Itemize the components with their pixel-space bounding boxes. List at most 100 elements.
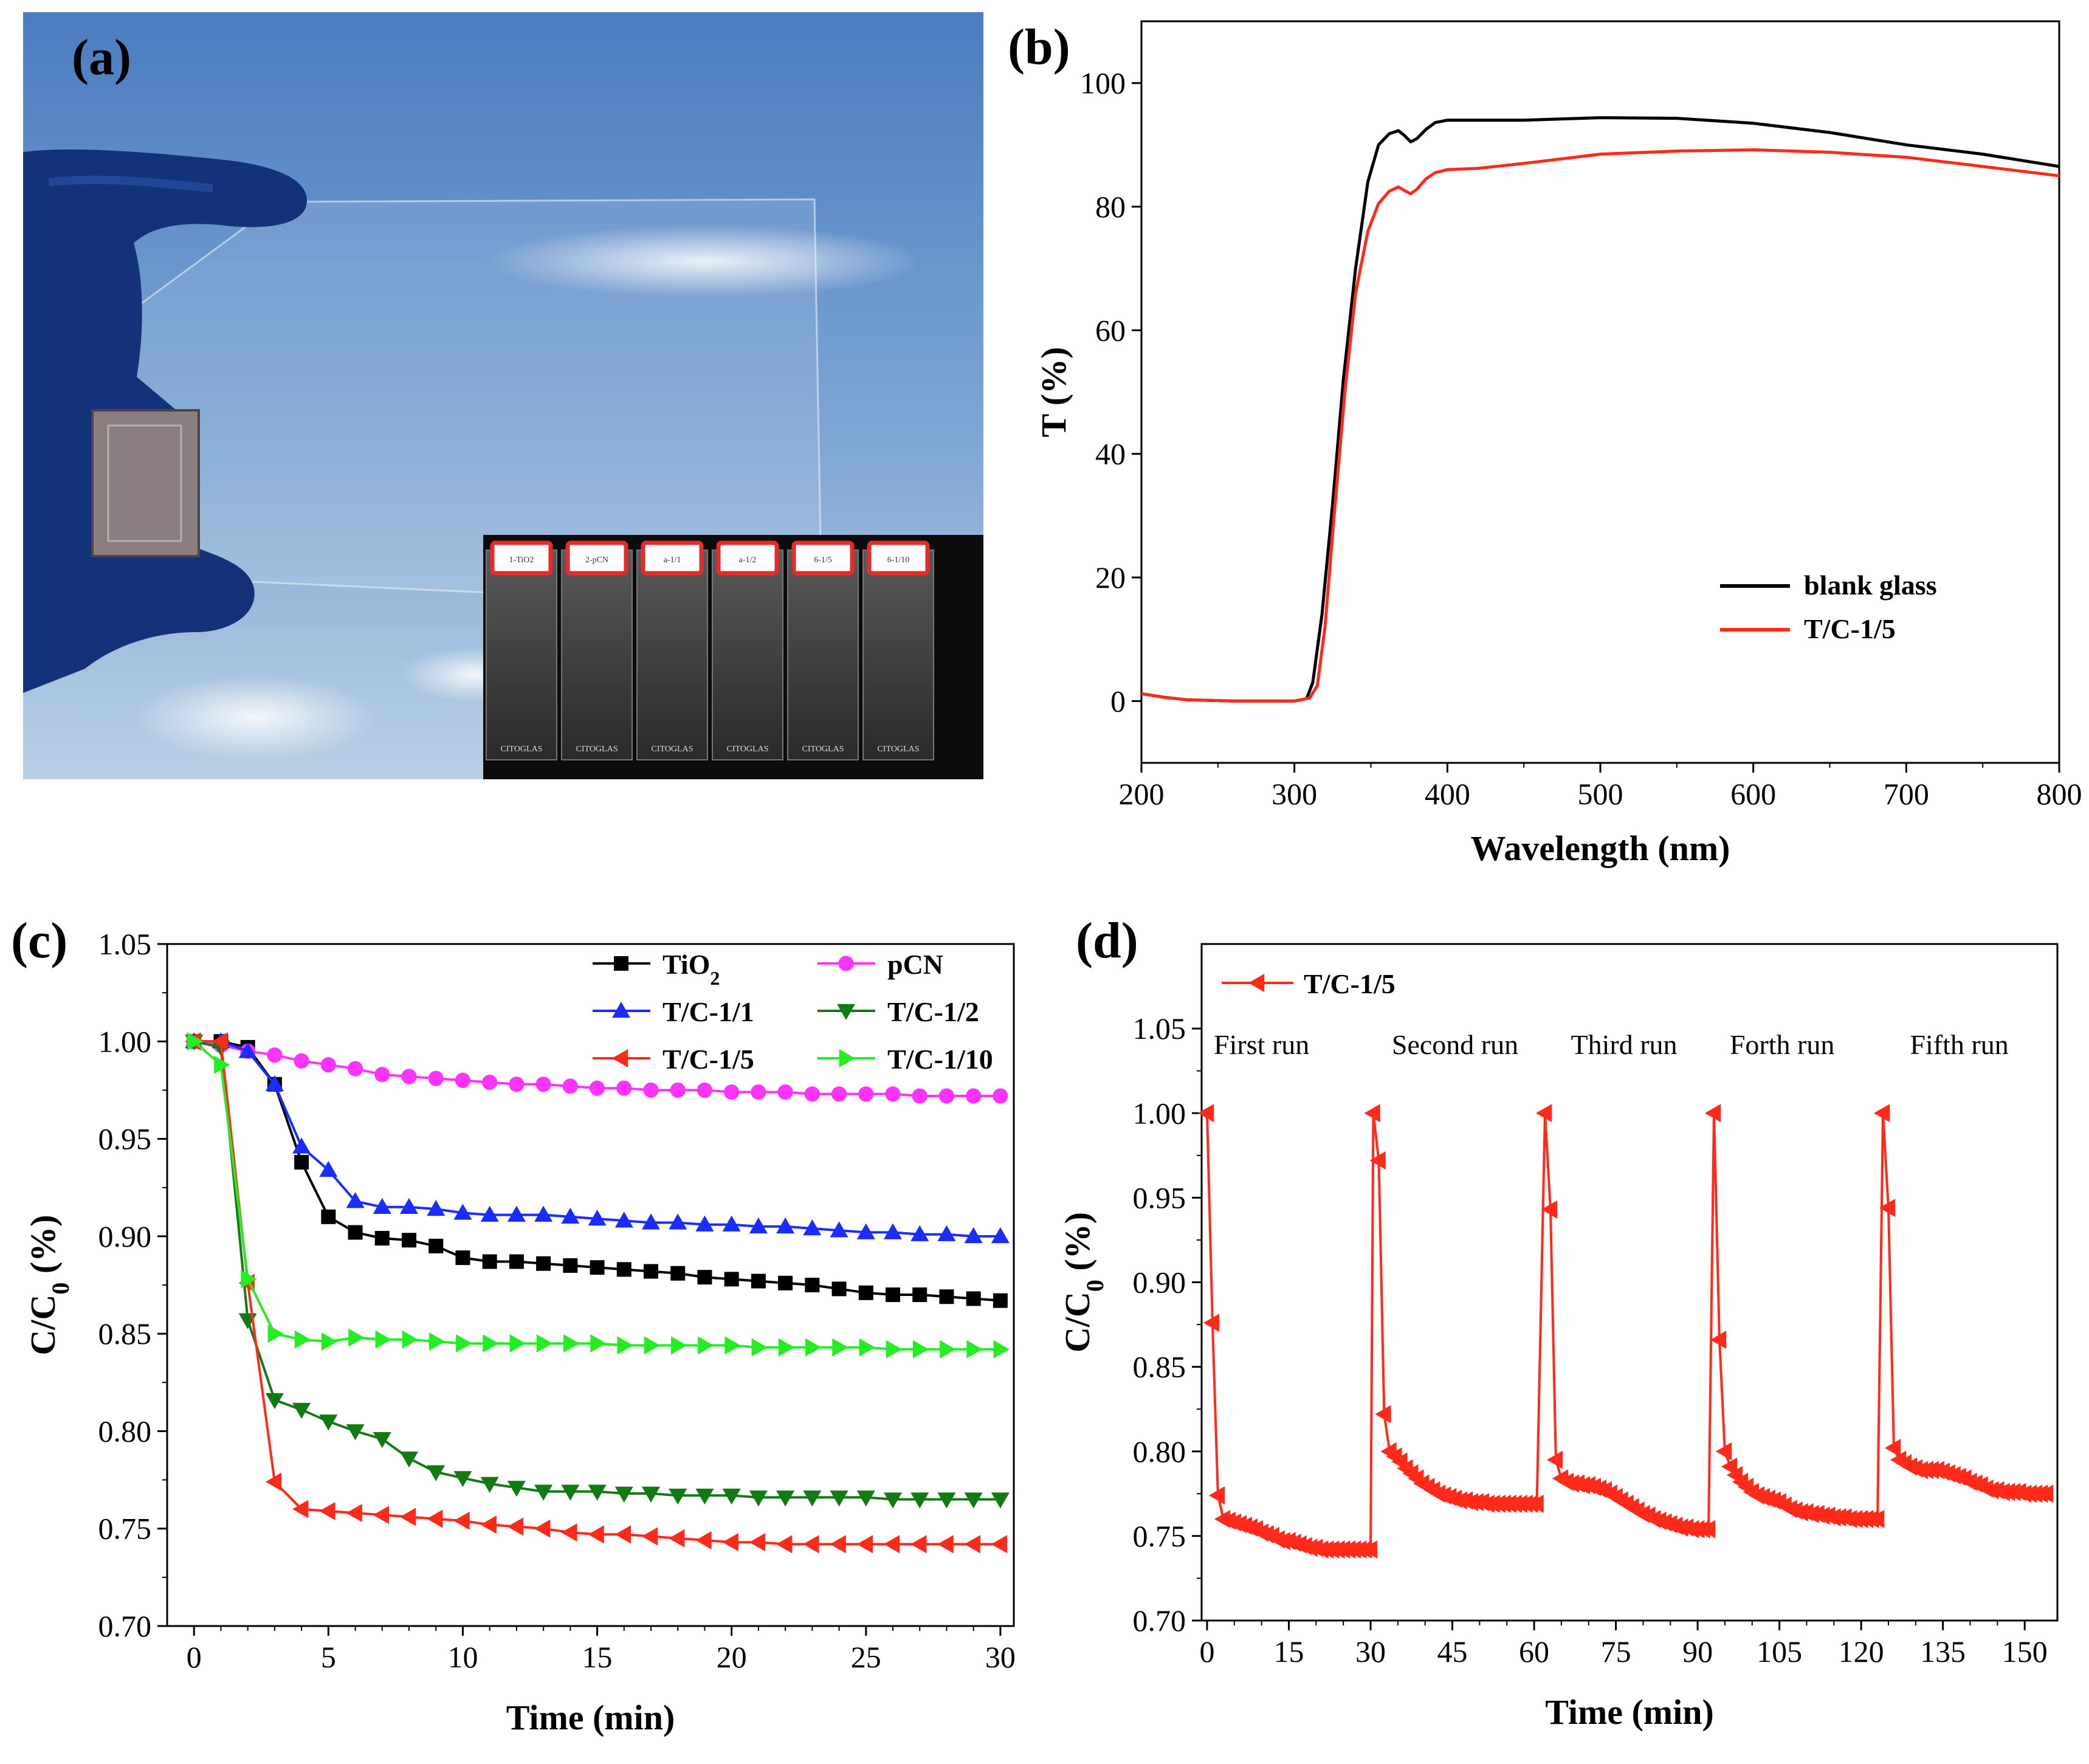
data-point-t-c-1-5 <box>642 1527 658 1546</box>
y-tick-label: 60 <box>1095 313 1126 347</box>
data-point-t-c-1-5 <box>427 1509 443 1528</box>
data-point <box>1527 1495 1544 1514</box>
inset-slide-label: a-1/2 <box>739 556 757 565</box>
data-point-t-c-1-1 <box>776 1217 795 1234</box>
legend-label-sub: 2 <box>710 967 720 989</box>
data-point-t-c-1-2 <box>991 1492 1010 1509</box>
panel-label-a: (a) <box>72 29 131 86</box>
inset-slide-label-box <box>716 540 779 576</box>
data-point-t-c-1-10 <box>563 1334 580 1353</box>
data-point <box>1721 1457 1738 1476</box>
data-point <box>1874 1104 1890 1123</box>
x-tick-label: 800 <box>2037 777 2082 811</box>
inset-slide <box>862 550 934 760</box>
data-point <box>1710 1331 1727 1349</box>
data-point-t-c-1-2 <box>937 1492 956 1509</box>
data-point-tio <box>536 1256 551 1271</box>
series-line-run-4 <box>1713 1113 1878 1520</box>
x-tick-label: 0 <box>187 1640 202 1674</box>
data-point-pcn <box>858 1086 874 1102</box>
x-tick-label: 25 <box>851 1640 881 1674</box>
data-point-t-c-1-2 <box>964 1492 983 1509</box>
data-point-t-c-1-1 <box>910 1225 929 1241</box>
data-point-t-c-1-1 <box>480 1205 499 1222</box>
legend-label: TiO2 <box>662 949 720 989</box>
inset-slide-label-box <box>641 540 704 576</box>
legend-marker <box>614 956 628 971</box>
x-tick-label: 5 <box>321 1640 336 1674</box>
data-point-t-c-1-10 <box>509 1334 526 1353</box>
inset-slide-brand: CITOGLAS <box>802 745 844 754</box>
data-point <box>1375 1405 1391 1424</box>
data-point-pcn <box>535 1077 551 1092</box>
data-point <box>1884 1439 1901 1458</box>
y-tick-label: 0.70 <box>1133 1604 1186 1638</box>
data-point-t-c-1-10 <box>670 1336 687 1355</box>
data-point-t-c-1-1 <box>614 1211 633 1228</box>
data-point-pcn <box>993 1088 1008 1104</box>
data-point-t-c-1-1 <box>695 1215 714 1232</box>
run-connector <box>1369 1113 1375 1550</box>
data-point-pcn <box>455 1072 471 1088</box>
legend-label-main: pCN <box>887 949 943 980</box>
panel-label-d: (d) <box>1076 912 1138 969</box>
y-axis-title-sub: 0 <box>1081 1280 1109 1292</box>
panel-d: (d) 0 15 30 45 60 75 90 105 120 135 150 0.70 0.75 0.8… <box>1058 912 2059 1732</box>
data-point-t-c-1-5 <box>588 1525 604 1544</box>
x-axis-title: Wavelength (nm) <box>1471 829 1730 868</box>
legend-label-main: T/C-1/1 <box>662 996 754 1027</box>
data-point <box>2037 1484 2054 1503</box>
data-point-t-c-1-1 <box>265 1075 284 1092</box>
data-point-pcn <box>267 1047 283 1063</box>
x-tick-label: 135 <box>1920 1635 1966 1669</box>
panel-a: 1-TiO2 CITOGLAS 2-pCN CITOGLAS a-1/1 CITOGLAS… <box>23 12 983 779</box>
data-point-t-c-1-5 <box>722 1533 738 1552</box>
run-label: Second run <box>1392 1029 1518 1060</box>
data-point-pcn <box>509 1077 525 1092</box>
data-point-tio <box>912 1287 927 1303</box>
x-tick-label: 60 <box>1519 1635 1549 1669</box>
x-tick-label: 105 <box>1757 1635 1802 1669</box>
data-point-t-c-1-10 <box>241 1270 257 1289</box>
data-point-t-c-1-1 <box>561 1207 580 1224</box>
x-axis-title: Time (min) <box>506 1698 675 1737</box>
legend-marker <box>612 1049 628 1067</box>
data-point-pcn <box>589 1080 605 1096</box>
y-tick-label: 1.00 <box>1133 1096 1186 1130</box>
data-point-tio <box>294 1155 309 1170</box>
data-point-tio <box>939 1289 954 1304</box>
data-point-t-c-1-10 <box>483 1334 499 1353</box>
data-point-t-c-1-10 <box>456 1334 472 1353</box>
legend-label: T/C-1/5 <box>1304 968 1396 999</box>
data-point-t-c-1-2 <box>830 1490 848 1507</box>
data-point-t-c-1-10 <box>348 1328 365 1347</box>
data-point <box>1699 1520 1716 1538</box>
data-point-t-c-1-2 <box>319 1414 338 1431</box>
inset-slide-brand: CITOGLAS <box>878 745 920 754</box>
series-line-run-3 <box>1544 1113 1709 1531</box>
data-point-t-c-1-5 <box>480 1515 497 1534</box>
data-point-t-c-1-10 <box>214 1055 230 1074</box>
data-point-t-c-1-1 <box>669 1213 687 1230</box>
panel-b: (b) 200 300 400 500 600 700 800 0 20 40 60 80 100 Wav… <box>1008 19 2082 868</box>
panel-label-b: (b) <box>1008 19 1070 75</box>
data-point-t-c-1-10 <box>617 1336 633 1355</box>
run-label: First run <box>1214 1029 1309 1060</box>
x-tick-label: 200 <box>1119 777 1165 811</box>
data-point <box>1208 1486 1225 1505</box>
y-tick-label: 0.75 <box>1133 1519 1186 1553</box>
data-point-pcn <box>885 1086 901 1102</box>
data-point-t-c-1-1 <box>991 1227 1010 1244</box>
data-point-t-c-1-2 <box>453 1471 472 1487</box>
data-point-t-c-1-5 <box>910 1535 927 1554</box>
data-point-tio <box>616 1262 632 1277</box>
data-point-pcn <box>428 1070 444 1086</box>
data-point-t-c-1-10 <box>724 1336 741 1355</box>
x-tick-label: 30 <box>985 1640 1016 1674</box>
data-point-tio <box>858 1285 873 1300</box>
inset-slide-label: 2-pCN <box>585 556 608 565</box>
y-tick-label: 1.05 <box>98 927 152 961</box>
data-point-t-c-1-1 <box>749 1217 768 1234</box>
run-connector <box>1535 1113 1546 1504</box>
data-point-t-c-1-10 <box>778 1338 795 1357</box>
